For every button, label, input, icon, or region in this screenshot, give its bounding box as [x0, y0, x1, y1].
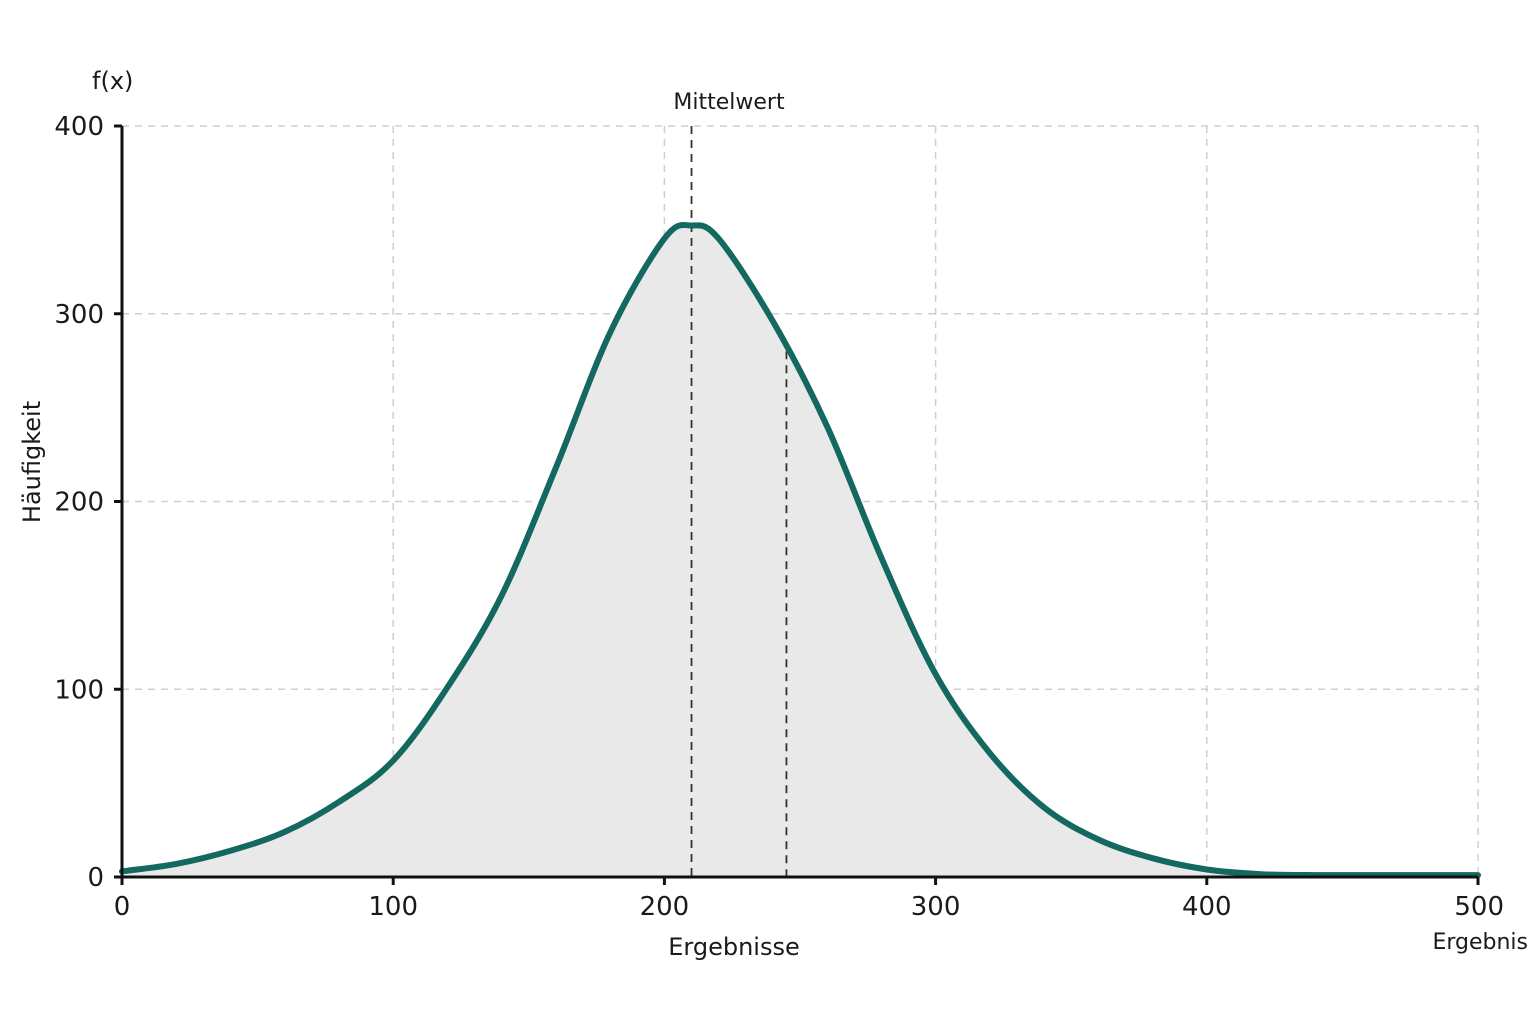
y-function-label: f(x): [92, 67, 133, 95]
y-tick-label-300: 300: [54, 300, 104, 330]
reference-lines: [690, 126, 788, 877]
y-tick-label-100: 100: [54, 675, 104, 705]
x-tick-label-200: 200: [640, 892, 690, 922]
x-end-label: Ergebnis: [1432, 930, 1528, 955]
x-tick-label-400: 400: [1182, 892, 1232, 922]
x-axis-label: Ergebnisse: [668, 933, 800, 961]
y-axis-label: Häufigkeit: [18, 401, 46, 523]
mean-label: Mittelwert: [673, 90, 785, 115]
distribution-curve: [119, 221, 1481, 879]
x-tick-label-100: 100: [368, 892, 418, 922]
x-tick-label-500: 500: [1454, 892, 1504, 922]
y-tick-label-200: 200: [54, 488, 104, 518]
x-tick-label-300: 300: [911, 892, 961, 922]
tick-labels: 0 100 200 300 400 0 100 200 300 400 500: [54, 112, 1504, 922]
y-tick-label-0: 0: [87, 863, 104, 893]
y-tick-label-400: 400: [54, 112, 104, 142]
distribution-area: [122, 224, 1478, 878]
x-tick-label-0: 0: [114, 892, 131, 922]
